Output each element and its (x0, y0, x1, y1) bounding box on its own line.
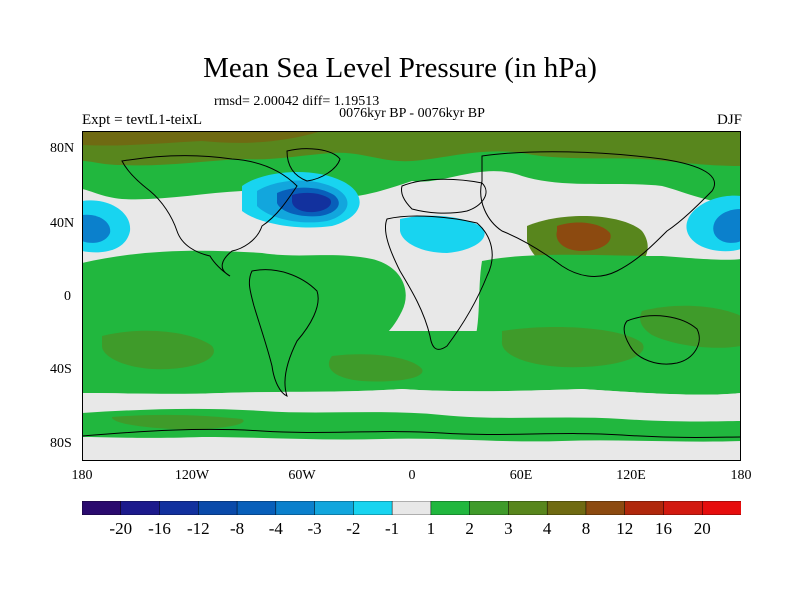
period-label: 0076kyr BP - 0076kyr BP (339, 106, 485, 121)
colorbar-tick-label: -2 (346, 519, 361, 538)
map-frame (82, 131, 741, 461)
colorbar-swatch (120, 501, 161, 515)
coast-south-america (248, 269, 319, 397)
lat-label-40s: 40S (50, 362, 72, 377)
experiment-label: Expt = tevtL1-teixL (82, 112, 203, 128)
colorbar-tick-label: 12 (616, 519, 634, 538)
colorbar-tick-label: 8 (581, 519, 591, 538)
colorbar-tick-label: 16 (654, 519, 672, 538)
colorbar-tick-label: -1 (385, 519, 400, 538)
colorbar-tick-label: -12 (186, 519, 210, 538)
colorbar-swatch (546, 501, 587, 515)
colorbar-swatch (469, 501, 509, 515)
colorbar-tick-label: -16 (148, 519, 171, 538)
colorbar-swatch (236, 501, 277, 515)
colorbar-swatch (663, 501, 703, 515)
coast-africa (385, 215, 493, 350)
colorbar (82, 501, 741, 515)
colorbar-tick-label: 1 (426, 519, 436, 538)
lon-label-0: 0 (408, 468, 416, 483)
lat-label-40n: 40N (50, 216, 75, 231)
coast-antarctica (82, 428, 741, 438)
colorbar-swatch (391, 501, 432, 515)
colorbar-tick-label: -3 (307, 519, 322, 538)
region-south-neutral (82, 389, 741, 413)
colorbar-tick-label: 3 (504, 519, 513, 538)
region-natl-neg4 (292, 192, 332, 213)
lon-label-180w: 180 (71, 468, 93, 483)
region-npac-east-core (713, 209, 741, 243)
coastlines (82, 148, 741, 438)
colorbar-swatch (508, 501, 548, 515)
colorbar-tick-label: -20 (109, 519, 133, 538)
lat-label-80n: 80N (50, 141, 75, 156)
colorbar-swatch (585, 501, 626, 515)
region-antarctic-olive (112, 414, 244, 430)
colorbar-tick-label: 20 (693, 519, 711, 538)
colorbar-swatch (353, 501, 393, 515)
colorbar-swatch (430, 501, 471, 515)
pressure-anomaly-map (82, 131, 741, 461)
colorbar-tick-label: -8 (229, 519, 245, 538)
colorbar-swatch (314, 501, 354, 515)
lon-label-120e: 120E (616, 468, 646, 483)
colorbar-swatch (82, 501, 122, 515)
map-title: Mean Sea Level Pressure (in hPa) (203, 52, 597, 84)
colorbar-swatch (624, 501, 665, 515)
region-south-olive-1 (102, 330, 214, 370)
colorbar-swatch (275, 501, 316, 515)
region-arctic-brown (82, 131, 322, 146)
season-label: DJF (716, 112, 742, 128)
lat-label-80s: 80S (50, 436, 72, 451)
colorbar-tick-label: -4 (268, 519, 283, 538)
coast-north-america (121, 155, 298, 277)
coast-australia (623, 315, 700, 365)
coast-asia (480, 151, 715, 277)
region-npac-west-core (82, 214, 111, 243)
region-south-olive-4 (328, 354, 423, 382)
lat-label-eq: 0 (64, 289, 71, 304)
lon-label-120w: 120W (174, 468, 210, 483)
region-south-olive-2 (501, 327, 644, 368)
colorbar-swatch (198, 501, 238, 515)
region-tropics-green (82, 250, 406, 351)
coast-europe (401, 178, 487, 214)
lon-label-60w: 60W (288, 468, 316, 483)
region-sahara-neg (400, 215, 485, 253)
colorbar-tick-label: 4 (542, 519, 552, 538)
lon-label-180e: 180 (730, 468, 752, 483)
colorbar-swatch (159, 501, 199, 515)
coast-greenland (286, 148, 341, 182)
region-asia-brown (556, 222, 611, 251)
lon-label-60e: 60E (509, 468, 533, 483)
colorbar-tick-label: 2 (465, 519, 474, 538)
stats-line: rmsd= 2.00042 diff= 1.19513 (214, 94, 380, 109)
colorbar-swatch (701, 501, 741, 515)
